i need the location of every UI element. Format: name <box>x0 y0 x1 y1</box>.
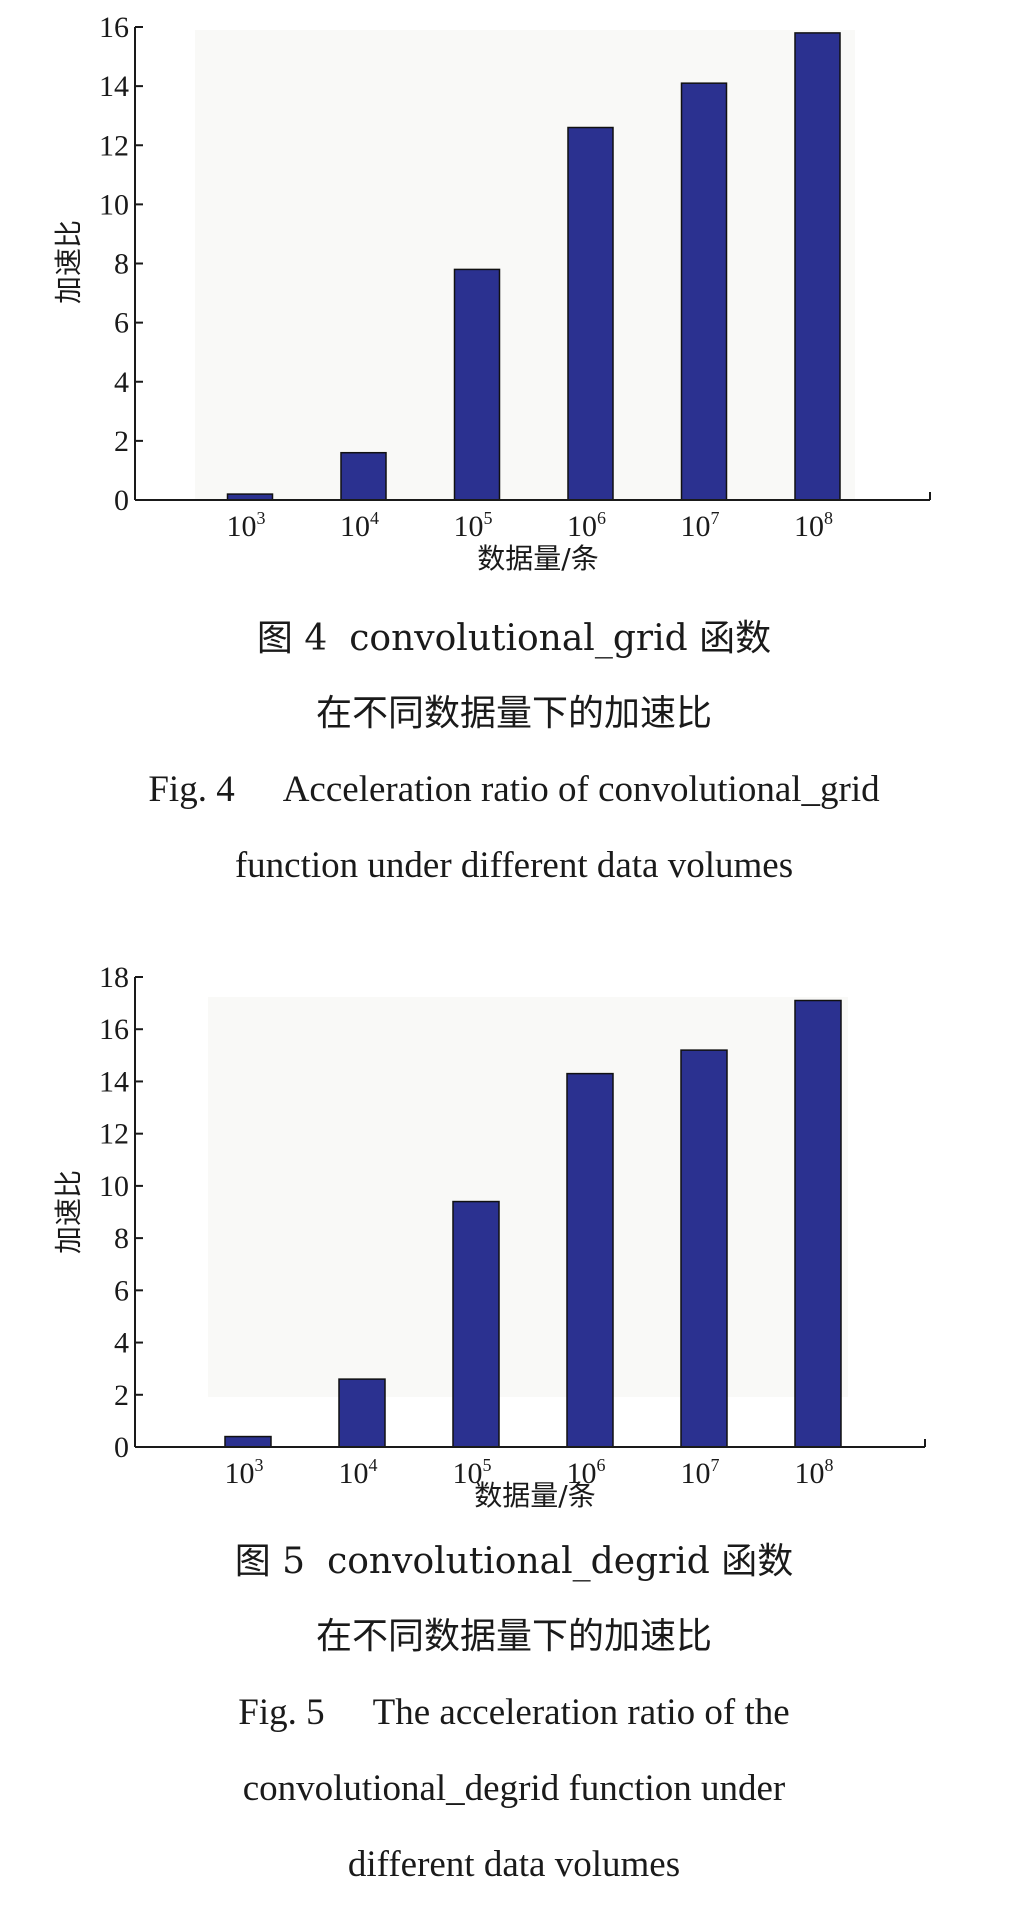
y-tick-label: 18 <box>99 961 129 994</box>
y-axis-label: 加速比 <box>52 1170 85 1254</box>
y-tick-label: 2 <box>114 1379 129 1412</box>
bar-4 <box>338 1378 386 1448</box>
y-tick-label: 8 <box>114 248 129 281</box>
y-ticks: 0 2 4 6 8 10 12 14 16 18 <box>99 961 143 1464</box>
fig4-caption-cn-line2: 在不同数据量下的加速比 <box>315 693 712 734</box>
x-tick-label: 103 <box>225 1455 264 1490</box>
x-tick-label: 104 <box>339 1455 378 1490</box>
bar-8 <box>794 999 842 1448</box>
bar-4 <box>340 451 387 501</box>
y-tick-label: 14 <box>99 70 129 103</box>
x-axis-label: 数据量/条 <box>474 1479 595 1510</box>
fig4-cn-title: convolutional_grid 函数 <box>349 618 772 659</box>
bar-5 <box>453 268 501 501</box>
x-tick-label: 105 <box>453 1455 492 1490</box>
bar-6 <box>567 126 614 501</box>
bar-5 <box>452 1200 500 1448</box>
chart-fig4: 0 2 4 6 8 10 12 14 16 103 104 105 106 107 108 加速比 数据量… <box>52 11 931 575</box>
x-tick-label: 104 <box>340 508 379 543</box>
y-tick-label: 16 <box>99 11 129 44</box>
x-ticks: 103 104 105 106 107 108 <box>225 1455 834 1490</box>
x-axis-label: 数据量/条 <box>477 542 598 575</box>
fig5-cn-number: 图 5 <box>234 1541 306 1582</box>
x-tick-label: 105 <box>454 508 493 543</box>
bar-7 <box>680 1049 728 1448</box>
chart-fig5: 0 2 4 6 8 10 12 14 16 18 103 104 105 106 107 108 加速比 数… <box>52 961 926 1510</box>
y-tick-label: 14 <box>99 1065 129 1098</box>
y-ticks: 0 2 4 6 8 10 12 14 16 <box>99 11 143 517</box>
fig4-caption-en-line2: function under different data volumes <box>234 845 794 886</box>
y-tick-label: 0 <box>114 484 129 517</box>
y-tick-label: 12 <box>99 1118 129 1151</box>
y-tick-label: 8 <box>114 1222 129 1255</box>
plot-background <box>195 30 855 500</box>
fig4-caption-en-line1: Fig. 4 Acceleration ratio of convolutiona… <box>0 768 1028 812</box>
bars-group <box>224 999 842 1448</box>
y-tick-label: 6 <box>114 1274 129 1307</box>
bar-6 <box>566 1072 614 1448</box>
y-tick-label: 4 <box>114 366 129 399</box>
bar-8 <box>794 32 841 501</box>
fig4-cn-number: 图 4 <box>256 618 328 659</box>
y-axis-label: 加速比 <box>52 220 85 304</box>
x-tick-label: 107 <box>681 508 720 543</box>
x-ticks: 103 104 105 106 107 108 <box>227 508 834 543</box>
fig4-en-title: Acceleration ratio of convolutional_grid <box>282 769 880 810</box>
x-tick-label: 107 <box>681 1455 720 1490</box>
y-tick-label: 0 <box>114 1431 129 1464</box>
x-tick-label: 103 <box>227 508 266 543</box>
fig5-cn-title: convolutional_degrid 函数 <box>327 1541 794 1582</box>
x-tick-label: 108 <box>794 508 833 543</box>
y-tick-label: 10 <box>99 188 129 221</box>
fig5-caption-en-line1: Fig. 5 The acceleration ratio of the <box>0 1691 1028 1735</box>
y-tick-label: 12 <box>99 129 129 162</box>
x-tick-label: 106 <box>567 1455 606 1490</box>
bar-3 <box>224 1435 272 1448</box>
bars-group <box>226 32 841 501</box>
y-tick-label: 6 <box>114 307 129 340</box>
fig5-caption-en-line2: convolutional_degrid function under <box>242 1768 786 1809</box>
x-tick-label: 108 <box>795 1455 834 1490</box>
bar-7 <box>680 82 728 501</box>
fig4-en-number: Fig. 4 <box>148 769 235 810</box>
fig5-en-title: The acceleration ratio of the <box>372 1692 790 1733</box>
fig4-caption-cn-line1: 图 4 convolutional_grid 函数 <box>0 617 1028 661</box>
y-tick-label: 4 <box>114 1327 129 1360</box>
x-tick-label: 106 <box>567 508 606 543</box>
y-tick-label: 16 <box>99 1013 129 1046</box>
plot-background <box>208 997 848 1397</box>
fig5-en-number: Fig. 5 <box>238 1692 325 1733</box>
y-tick-label: 10 <box>99 1170 129 1203</box>
fig5-caption-cn-line1: 图 5 convolutional_degrid 函数 <box>0 1540 1028 1584</box>
y-tick-label: 2 <box>114 425 129 458</box>
fig5-caption-cn-line2: 在不同数据量下的加速比 <box>315 1616 712 1657</box>
fig5-caption-en-line3: different data volumes <box>347 1844 681 1885</box>
